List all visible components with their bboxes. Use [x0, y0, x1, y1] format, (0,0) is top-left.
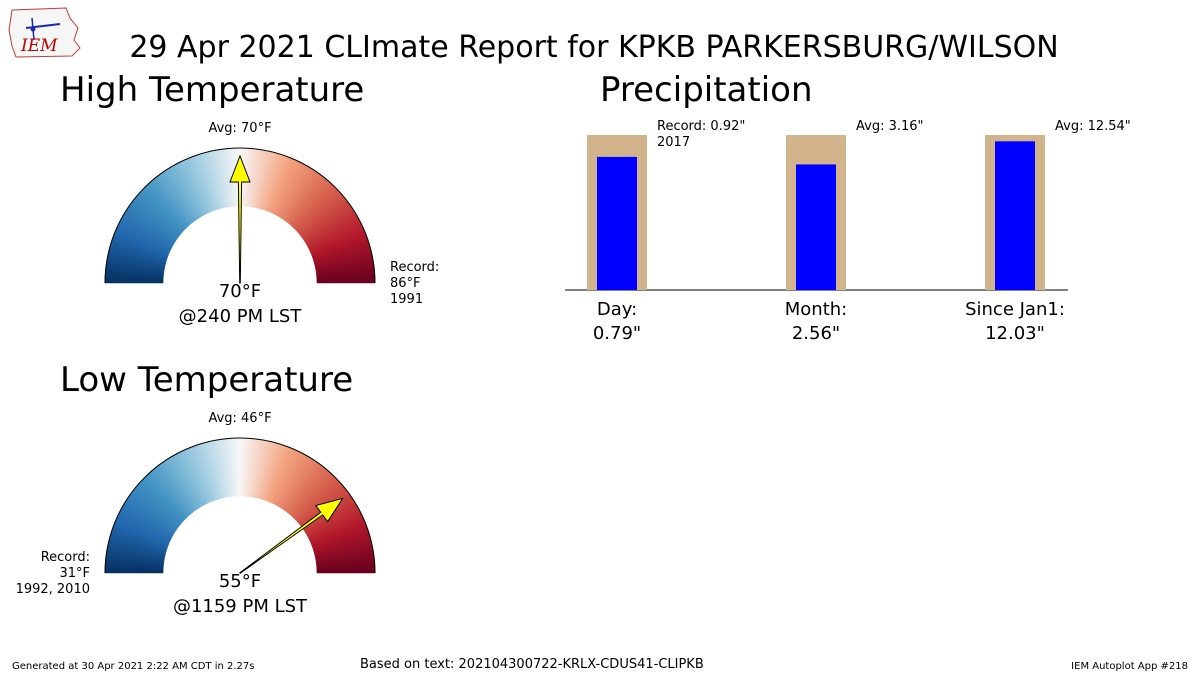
- gauge-title: Low Temperature: [60, 360, 353, 400]
- logo-text: IEM: [20, 36, 58, 56]
- precip-reference-label: 2017: [657, 135, 690, 150]
- precip-category-label: Month:: [785, 299, 847, 320]
- gauge-title: High Temperature: [60, 70, 364, 110]
- precip-title: Precipitation: [600, 70, 813, 110]
- gauge-record-label: 86°F: [390, 276, 421, 291]
- iem-logo: IEM: [8, 7, 81, 58]
- low-temperature-gauge: Low Temperature Avg: 46°F 55°F @1159 PM LST…: [16, 360, 376, 617]
- precip-reference-label: Record: 0.92": [657, 119, 745, 134]
- gauge-record-label: 1992, 2010: [16, 582, 90, 597]
- precip-observed-bar: [597, 156, 637, 290]
- precip-category-label: Day:: [597, 299, 637, 320]
- gauge-outline: [104, 437, 376, 574]
- gauge-avg-label: Avg: 46°F: [208, 411, 271, 426]
- precip-observed-bar: [796, 164, 836, 290]
- precip-value-label: 12.03": [985, 323, 1045, 344]
- gauge-value-label: 70°F: [219, 281, 261, 302]
- logo-dot: [30, 26, 36, 32]
- precip-observed-bar: [995, 141, 1035, 290]
- precip-value-label: 0.79": [593, 323, 641, 344]
- precip-value-label: 2.56": [792, 323, 840, 344]
- gauge-value-label: 55°F: [219, 571, 261, 592]
- footer-app: IEM Autoplot App #218: [1071, 661, 1188, 672]
- precipitation-chart: Precipitation Record: 0.92"2017 Day: 0.79" A…: [565, 70, 1131, 344]
- gauge-record-label: 1991: [390, 292, 423, 307]
- high-temperature-gauge: High Temperature Avg: 70°F 70°F @240 PM LST…: [60, 70, 439, 327]
- iowa-outline-icon: [8, 7, 81, 58]
- gauge-time-label: @240 PM LST: [179, 306, 303, 327]
- gauge-record-label: Record:: [41, 550, 90, 565]
- footer-generated: Generated at 30 Apr 2021 2:22 AM CDT in …: [12, 661, 255, 672]
- gauge-time-label: @1159 PM LST: [173, 596, 308, 617]
- precip-category-label: Since Jan1:: [965, 299, 1065, 320]
- gauge-record-label: 31°F: [59, 566, 90, 581]
- precip-reference-label: Avg: 12.54": [1055, 119, 1131, 134]
- precip-reference-label: Avg: 3.16": [856, 119, 924, 134]
- page-title: 29 Apr 2021 CLImate Report for KPKB PARK…: [129, 30, 1058, 65]
- footer-based-on: Based on text: 202104300722-KRLX-CDUS41-…: [360, 657, 704, 672]
- gauge-record-label: Record:: [390, 260, 439, 275]
- gauge-needle-arrow: [239, 497, 344, 574]
- gauge-needle-arrow: [229, 154, 251, 284]
- gauge-outline: [104, 147, 376, 284]
- gauge-avg-label: Avg: 70°F: [208, 121, 271, 136]
